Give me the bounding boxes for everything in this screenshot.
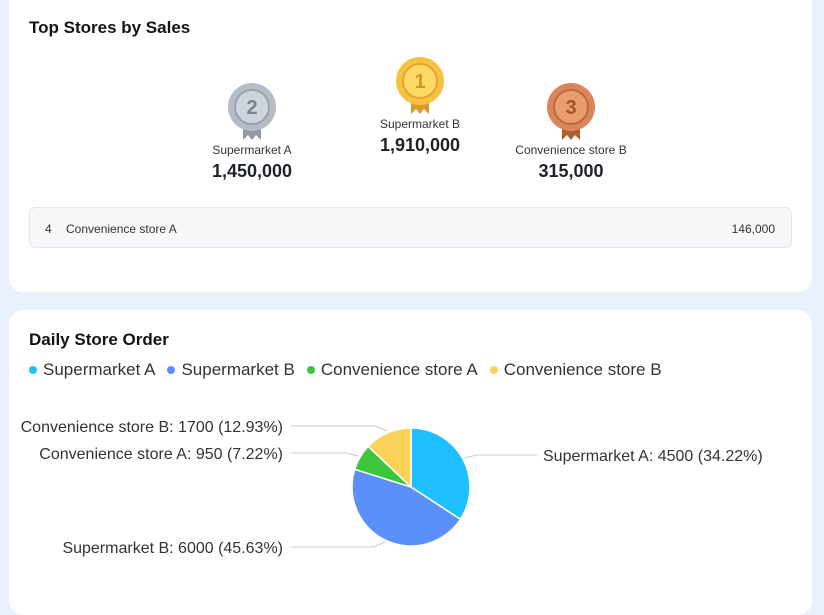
podium-store-value: 1,910,000 — [379, 135, 461, 155]
pie-data-label: Supermarket A: 4500 (34.22%) — [543, 448, 763, 465]
pie-label-line — [291, 541, 386, 548]
bronze-medal-rank: 3 — [565, 97, 576, 119]
legend-dot — [306, 366, 315, 374]
gold-medal-rank: 1 — [414, 71, 425, 93]
legend-label: Convenience store B — [503, 360, 662, 379]
legend-label: Convenience store A — [320, 360, 478, 379]
pie-data-label: Convenience store A: 950 (7.22%) — [39, 446, 283, 463]
pie-data-label: Supermarket B: 6000 (45.63%) — [62, 540, 283, 557]
podium-store-name: Supermarket A — [212, 143, 292, 157]
legend-dot — [167, 366, 176, 374]
podium-rank-2[interactable]: 2 Supermarket A 1,450,000 — [197, 83, 307, 182]
podium-rank-3[interactable]: 3 Convenience store B 315,000 — [509, 83, 633, 182]
daily-order-card: Daily Store Order Supermarket A Supermar… — [9, 310, 812, 615]
rank-store-name: Convenience store A — [66, 222, 177, 236]
podium-rank-1[interactable]: 1 Supermarket B 1,910,000 — [365, 57, 475, 156]
podium-store-value: 1,450,000 — [211, 161, 293, 181]
daily-order-title: Daily Store Order — [29, 330, 169, 349]
gold-medal-icon: 1 — [396, 57, 444, 114]
legend-item-convenience-store-a[interactable]: Convenience store A — [306, 360, 478, 380]
pie-slice-supermarket-b[interactable] — [351, 468, 462, 547]
top-stores-card: Top Stores by Sales 2 Supermarket A 1,45… — [9, 0, 812, 292]
chart-legend: Supermarket A Supermarket B Convenience … — [29, 360, 674, 380]
podium-store-value: 315,000 — [538, 161, 604, 181]
legend-dot — [29, 366, 37, 374]
bronze-medal-icon: 3 — [547, 83, 595, 140]
legend-dot — [489, 366, 498, 374]
pie-chart: Supermarket A: 4500 (34.22%) Supermarket … — [21, 419, 763, 557]
pie-label-line — [464, 454, 537, 459]
pie-data-label: Convenience store B: 1700 (12.93%) — [21, 419, 283, 436]
pie-slice-convenience-store-b[interactable] — [367, 427, 412, 489]
legend-item-supermarket-b[interactable]: Supermarket B — [167, 360, 295, 380]
rank-number: 4 — [45, 222, 52, 236]
legend-label: Supermarket A — [43, 360, 156, 379]
pie-label-line — [291, 425, 388, 432]
legend-label: Supermarket B — [181, 360, 295, 379]
legend-item-supermarket-a[interactable]: Supermarket A — [29, 360, 155, 380]
legend-item-convenience-store-b[interactable]: Convenience store B — [489, 360, 662, 380]
pie-label-line — [291, 452, 359, 457]
podium-store-name: Supermarket B — [379, 117, 461, 131]
silver-medal-icon: 2 — [228, 83, 276, 140]
podium-store-name: Convenience store B — [515, 143, 627, 157]
top-stores-title: Top Stores by Sales — [29, 18, 191, 37]
rank-store-value: 146,000 — [731, 222, 775, 236]
silver-medal-rank: 2 — [246, 97, 257, 119]
rank-list-row[interactable]: 4 Convenience store A 146,000 — [29, 207, 792, 248]
